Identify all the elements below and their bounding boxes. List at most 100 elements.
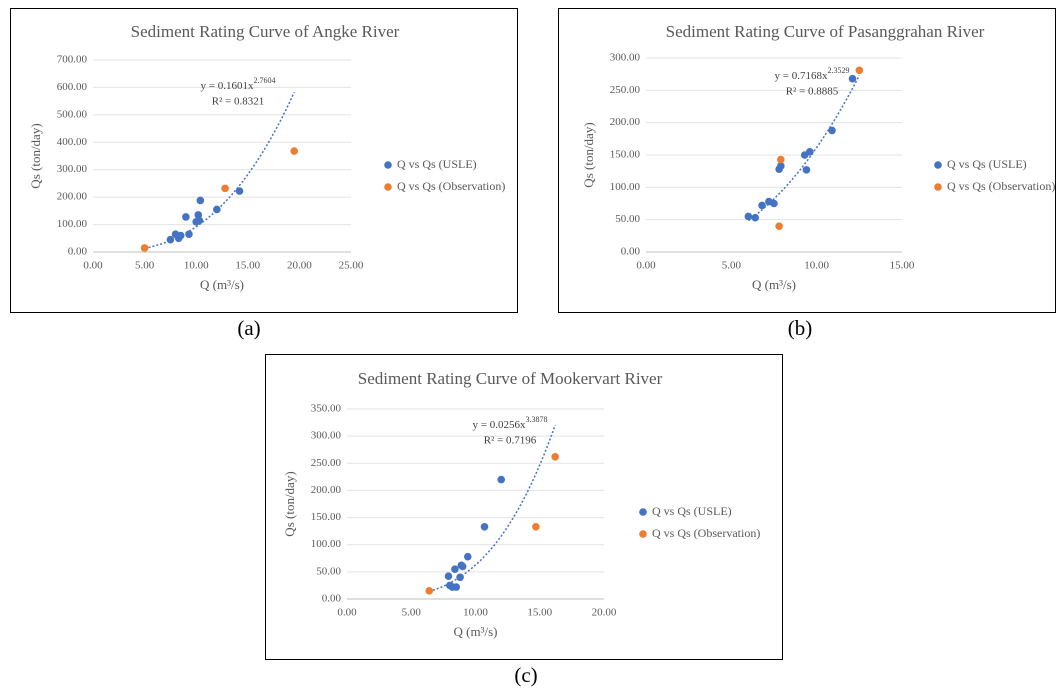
trend-equation: y = 0.1601x2.7604 bbox=[201, 76, 276, 92]
figure-caption: (c) bbox=[514, 663, 537, 687]
chart-title: Sediment Rating Curve of Mookervart Rive… bbox=[358, 369, 663, 388]
equation-text: y = 0.0256x bbox=[473, 419, 526, 431]
equation-exponent: 2.7604 bbox=[253, 76, 275, 85]
figure-caption: (b) bbox=[788, 316, 813, 340]
y-tick-label: 100.00 bbox=[311, 538, 342, 550]
trend-r2: R² = 0.8885 bbox=[786, 86, 839, 98]
equation-exponent: 2.3529 bbox=[827, 66, 849, 75]
data-point bbox=[497, 475, 506, 484]
y-tick-label: 150.00 bbox=[311, 511, 342, 523]
data-point bbox=[802, 166, 811, 174]
chart-title: Sediment Rating Curve of Pasanggrahan Ri… bbox=[666, 22, 985, 41]
trend-equation: y = 0.0256x3.3878 bbox=[473, 415, 548, 431]
x-tick-label: 5.00 bbox=[402, 607, 422, 619]
data-point bbox=[751, 213, 760, 222]
data-point bbox=[777, 155, 785, 164]
y-tick-label: 600.00 bbox=[57, 81, 88, 93]
data-point bbox=[848, 74, 857, 83]
chart-frame bbox=[10, 8, 518, 313]
data-point bbox=[452, 583, 461, 591]
data-point bbox=[195, 216, 204, 225]
data-point bbox=[235, 187, 244, 195]
data-point bbox=[770, 199, 778, 208]
trend-r2: R² = 0.8321 bbox=[212, 96, 265, 108]
y-tick-label: 300.00 bbox=[57, 163, 88, 175]
data-point bbox=[185, 230, 193, 238]
y-axis-label: Qs (ton/day) bbox=[282, 471, 297, 536]
data-point bbox=[458, 562, 467, 571]
y-tick-label: 250.00 bbox=[311, 457, 342, 469]
legend-marker bbox=[934, 183, 942, 191]
legend-label: Q vs Qs (USLE) bbox=[947, 157, 1027, 171]
y-tick-label: 200.00 bbox=[610, 116, 641, 128]
x-tick-label: 20.00 bbox=[592, 607, 617, 619]
y-tick-label: 0.00 bbox=[322, 593, 342, 605]
legend-marker bbox=[384, 183, 392, 191]
legend-label: Q vs Qs (Observation) bbox=[397, 179, 505, 193]
data-point bbox=[758, 201, 766, 210]
figure-caption: (a) bbox=[237, 316, 260, 340]
y-tick-label: 500.00 bbox=[57, 108, 88, 120]
y-tick-label: 0.00 bbox=[68, 246, 88, 258]
data-point bbox=[828, 126, 836, 135]
data-point bbox=[744, 212, 753, 221]
x-axis-label: Q (m³/s) bbox=[752, 277, 796, 292]
y-tick-label: 100.00 bbox=[610, 181, 641, 193]
x-tick-label: 15.00 bbox=[527, 607, 552, 619]
data-point bbox=[140, 244, 149, 252]
data-point bbox=[176, 231, 185, 240]
legend-marker bbox=[639, 508, 647, 516]
x-axis-label: Q (m³/s) bbox=[200, 277, 244, 292]
y-tick-label: 300.00 bbox=[311, 430, 342, 442]
y-tick-label: 350.00 bbox=[311, 403, 342, 415]
legend-label: Q vs Qs (Observation) bbox=[947, 179, 1055, 193]
x-tick-label: 0.00 bbox=[337, 607, 357, 619]
trendline bbox=[144, 91, 295, 250]
data-point bbox=[775, 222, 783, 230]
legend-label: Q vs Qs (USLE) bbox=[397, 157, 477, 171]
y-tick-label: 150.00 bbox=[610, 149, 641, 161]
x-tick-label: 5.00 bbox=[135, 260, 155, 272]
data-point bbox=[290, 147, 299, 155]
data-point bbox=[551, 452, 559, 461]
legend-marker bbox=[384, 161, 392, 169]
data-point bbox=[444, 572, 453, 580]
y-tick-label: 200.00 bbox=[311, 484, 342, 496]
x-tick-label: 20.00 bbox=[287, 260, 312, 272]
trendline bbox=[747, 75, 860, 222]
y-axis-label: Qs (ton/day) bbox=[581, 122, 596, 187]
y-tick-label: 50.00 bbox=[316, 565, 341, 577]
x-tick-label: 10.00 bbox=[463, 607, 488, 619]
data-point bbox=[196, 196, 205, 205]
trend-equation: y = 0.7168x2.3529 bbox=[775, 66, 850, 82]
data-point bbox=[221, 184, 229, 193]
x-tick-label: 15.00 bbox=[235, 260, 260, 272]
x-tick-label: 0.00 bbox=[83, 260, 103, 272]
data-point bbox=[456, 573, 464, 582]
y-axis-label: Qs (ton/day) bbox=[28, 123, 43, 188]
equation-text: y = 0.1601x bbox=[201, 80, 254, 92]
x-tick-label: 10.00 bbox=[184, 260, 209, 272]
data-point bbox=[182, 213, 190, 221]
trend-r2: R² = 0.7196 bbox=[484, 435, 537, 447]
data-point bbox=[425, 587, 434, 595]
data-point bbox=[806, 147, 814, 156]
data-point bbox=[480, 523, 489, 531]
data-point bbox=[855, 66, 864, 75]
x-tick-label: 15.00 bbox=[890, 260, 915, 272]
y-tick-label: 50.00 bbox=[615, 213, 640, 225]
legend-marker bbox=[639, 530, 647, 538]
chart-frame bbox=[558, 8, 1056, 313]
y-tick-label: 100.00 bbox=[57, 218, 88, 230]
y-tick-label: 200.00 bbox=[57, 191, 88, 203]
data-point bbox=[451, 565, 459, 573]
data-point bbox=[532, 523, 540, 531]
data-point bbox=[463, 552, 472, 561]
equation-text: y = 0.7168x bbox=[775, 70, 828, 82]
legend-label: Q vs Qs (Observation) bbox=[652, 526, 760, 540]
x-tick-label: 10.00 bbox=[804, 260, 829, 272]
chart-title: Sediment Rating Curve of Angke River bbox=[131, 22, 400, 41]
y-tick-label: 700.00 bbox=[57, 54, 88, 66]
legend-marker bbox=[934, 161, 942, 169]
